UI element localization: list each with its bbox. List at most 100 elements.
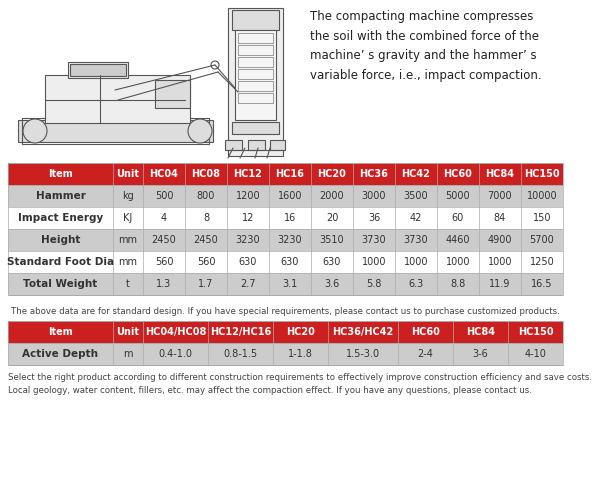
Bar [311, 207, 353, 229]
Bar [353, 273, 395, 295]
Text: HC20: HC20 [286, 327, 315, 337]
Text: Unit: Unit [116, 169, 139, 179]
Text: 3510: 3510 [320, 235, 344, 245]
Text: 8: 8 [203, 213, 209, 223]
Bar [143, 185, 185, 207]
Bar [238, 33, 273, 43]
Text: HC12/HC16: HC12/HC16 [210, 327, 271, 337]
Text: 5700: 5700 [530, 235, 554, 245]
Bar [113, 273, 143, 295]
Text: 2.7: 2.7 [240, 279, 256, 289]
Bar [228, 8, 283, 156]
Text: Select the right product according to different construction requirements to eff: Select the right product according to di… [8, 373, 592, 395]
Bar [479, 229, 521, 251]
Text: 1600: 1600 [278, 191, 302, 201]
Bar [227, 229, 269, 251]
Text: 800: 800 [197, 191, 215, 201]
Circle shape [188, 119, 212, 143]
Bar [185, 163, 227, 185]
Bar [311, 229, 353, 251]
Bar [238, 93, 273, 103]
Bar [8, 207, 113, 229]
Bar [185, 207, 227, 229]
Text: HC12: HC12 [233, 169, 262, 179]
Bar [273, 321, 328, 343]
Text: Active Depth: Active Depth [23, 349, 98, 359]
Bar [269, 273, 311, 295]
Bar [437, 273, 479, 295]
Text: 42: 42 [410, 213, 422, 223]
Text: 2450: 2450 [194, 235, 218, 245]
Text: 630: 630 [323, 257, 341, 267]
Text: HC60: HC60 [443, 169, 472, 179]
Bar [453, 343, 508, 365]
Bar [232, 122, 279, 134]
Text: mm: mm [119, 235, 137, 245]
Text: The above data are for standard design. If you have special requirements, please: The above data are for standard design. … [11, 307, 560, 316]
Bar [311, 273, 353, 295]
Text: HC36/HC42: HC36/HC42 [332, 327, 394, 337]
Bar [143, 343, 208, 365]
Bar [395, 251, 437, 273]
Bar [398, 343, 453, 365]
Text: 2000: 2000 [320, 191, 344, 201]
Text: 3230: 3230 [236, 235, 260, 245]
Bar [273, 343, 328, 365]
Text: Height: Height [41, 235, 80, 245]
Text: 20: 20 [326, 213, 338, 223]
Text: m: m [123, 349, 133, 359]
Bar [269, 251, 311, 273]
Text: HC04: HC04 [149, 169, 178, 179]
Text: 36: 36 [368, 213, 380, 223]
Bar [395, 163, 437, 185]
Bar [395, 229, 437, 251]
Text: 1.7: 1.7 [199, 279, 214, 289]
Text: 3.1: 3.1 [283, 279, 298, 289]
Bar [113, 343, 143, 365]
Text: 1000: 1000 [446, 257, 470, 267]
Text: 84: 84 [494, 213, 506, 223]
Bar [479, 273, 521, 295]
Bar [353, 185, 395, 207]
Text: Standard Foot Dia: Standard Foot Dia [7, 257, 114, 267]
Text: 560: 560 [155, 257, 173, 267]
Text: 1000: 1000 [488, 257, 512, 267]
Circle shape [231, 84, 239, 92]
Text: 4460: 4460 [446, 235, 470, 245]
Bar [437, 163, 479, 185]
Bar [8, 273, 113, 295]
Text: 0.8-1.5: 0.8-1.5 [223, 349, 257, 359]
Text: 16.5: 16.5 [531, 279, 553, 289]
Bar [8, 251, 113, 273]
Bar [353, 229, 395, 251]
Text: 630: 630 [281, 257, 299, 267]
Bar [353, 251, 395, 273]
Bar [143, 251, 185, 273]
Text: 500: 500 [155, 191, 173, 201]
Text: 12: 12 [242, 213, 254, 223]
Bar [479, 163, 521, 185]
Text: 1200: 1200 [236, 191, 260, 201]
Bar [8, 321, 113, 343]
Bar [353, 163, 395, 185]
Bar [248, 140, 265, 150]
Bar [508, 343, 563, 365]
Text: 7000: 7000 [488, 191, 512, 201]
Text: 3.6: 3.6 [325, 279, 340, 289]
Bar [8, 163, 113, 185]
Bar [155, 80, 190, 108]
Text: 1.3: 1.3 [157, 279, 172, 289]
Text: 4: 4 [161, 213, 167, 223]
Bar [227, 163, 269, 185]
Bar [398, 321, 453, 343]
Bar [225, 140, 242, 150]
Text: HC08: HC08 [191, 169, 221, 179]
Bar [270, 140, 285, 150]
Bar [437, 185, 479, 207]
Bar [45, 75, 190, 123]
Text: 1-1.8: 1-1.8 [288, 349, 313, 359]
Bar [269, 185, 311, 207]
Text: 3730: 3730 [404, 235, 428, 245]
Bar [453, 321, 508, 343]
Bar [269, 163, 311, 185]
